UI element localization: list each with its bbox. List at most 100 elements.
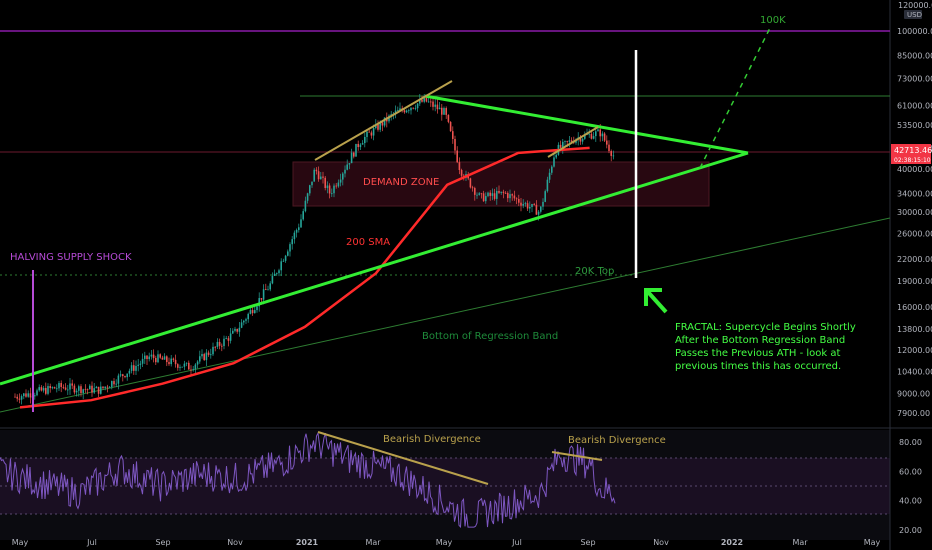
candle-body [155,357,157,363]
candle-body [78,386,80,391]
candle-body [100,386,102,394]
candle-body [370,132,373,136]
candle-body [379,122,381,130]
candle-body [49,386,51,389]
candle-body [355,143,357,157]
candle-body [491,193,494,196]
candle-body [548,172,551,180]
candle-body [133,365,135,371]
price-tick-label: 10400.00 [897,368,932,377]
candle-body [201,354,203,357]
candle-body [535,204,538,215]
candle-body [555,154,557,158]
candle-body [126,373,128,378]
oscillator-line [0,431,616,529]
candle-body [526,203,529,209]
bearish-divergence-label-1: Bearish Divergence [383,434,481,445]
price-tick-label: 26000.00 [897,230,932,239]
candle-body [328,185,331,194]
candle-body [104,386,106,389]
candle-body [75,390,78,393]
candle-body [20,396,23,400]
demand-zone [292,161,710,207]
candle-body [599,129,601,137]
candle-body [381,122,384,126]
candle-body [306,193,309,201]
time-axis[interactable]: May Jul Sep Nov 2021 Mar May Jul Sep Nov 2022 Mar Ma… [12,538,881,547]
fractal-note: FRACTAL: Supercycle Begins Shortly After… [675,322,856,372]
candle-body [452,131,454,139]
candle-body [53,387,56,389]
candle-body [62,386,65,388]
osc-tick-label: 40.00 [899,497,922,506]
candle-body [601,133,604,137]
candle-body [412,107,414,109]
candle-body [56,388,58,390]
fractal-line-3: Passes the Previous ATH - look at [675,348,840,359]
candle-body [84,389,87,391]
candle-body [359,144,362,148]
candle-body [69,383,71,390]
osc-tick-label: 80.00 [899,438,922,447]
candle-body [502,191,505,193]
candle-body [416,103,419,109]
candle-body [271,275,274,284]
candle-body [339,179,342,183]
fractal-line-1: FRACTAL: Supercycle Begins Shortly [675,322,856,333]
candle-body [139,363,142,365]
candle-body [291,239,293,245]
candle-body [372,128,375,136]
candle-body [383,117,386,126]
candle-body [399,108,401,111]
time-tick-label: Sep [580,538,595,547]
candle-body [243,320,245,323]
candle-body [300,219,302,228]
candle-body [137,364,139,366]
candle-body [304,200,307,212]
candle-body [478,193,480,195]
triangle-lower-line [0,151,749,386]
candle-body [194,364,197,370]
candle-body [445,108,447,115]
candle-body [276,273,278,274]
candle-body [471,187,474,189]
candle-body [522,204,524,206]
candle-body [344,169,346,174]
candle-body [454,138,456,151]
candle-body [566,141,568,142]
candle-body [432,101,434,107]
candle-body [570,140,573,142]
price-tick-label: 19000.00 [897,277,932,286]
candle-body [249,310,252,314]
sma-line [19,146,590,409]
candle-body [425,97,428,102]
candle-body [542,201,544,207]
candle-body [485,196,487,202]
price-tick-label: 100000.00 [897,27,932,36]
candle-body [603,133,606,141]
candle-body [102,386,104,389]
candle-body [436,104,439,110]
candle-body [71,383,73,386]
candle-body [119,374,122,376]
candle-body [23,393,25,397]
candle-body [89,385,91,390]
candle-body [18,398,21,400]
price-tick-label: 61000.00 [897,101,932,110]
candle-body [223,338,225,347]
candle-body [500,191,502,193]
candle-body [289,244,291,252]
price-tick-label: 7900.00 [897,409,930,418]
candle-body [588,133,590,135]
candle-body [36,390,38,396]
candle-body [60,383,62,387]
candle-body [91,385,93,393]
candle-body [135,365,137,371]
candle-body [124,376,126,378]
candle-body [106,386,109,388]
candle-body [214,346,216,348]
candle-body [394,110,397,114]
twenty-k-label: 20K Top [575,266,614,277]
candle-body [597,129,599,132]
